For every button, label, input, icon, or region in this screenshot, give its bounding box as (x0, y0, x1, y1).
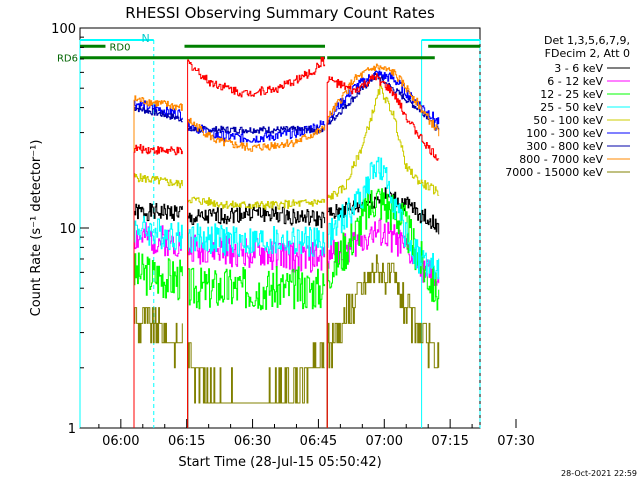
series-line-3 (133, 252, 183, 428)
series-line-7 (133, 105, 183, 428)
x-tick-label: 06:30 (234, 434, 271, 449)
series-line-6 (187, 119, 326, 428)
rd0-label: RD0 (109, 42, 130, 53)
footer-timestamp: 28-Oct-2021 22:59 (561, 469, 637, 478)
legend-label-4: 25 - 50 keV (540, 101, 603, 114)
rd6-label: RD6 (57, 54, 78, 65)
legend-label-5: 50 - 100 keV (533, 114, 603, 127)
legend-label-6: 100 - 300 keV (526, 127, 603, 140)
legend-header-line-1: Det 1,3,5,6,7,9, (544, 34, 630, 47)
legend-header-line-2: FDecim 2, Att 0 (545, 47, 630, 60)
series-line-4 (133, 215, 183, 428)
series-line-6 (326, 70, 440, 428)
x-axis-label: Start Time (28-Jul-15 05:50:42) (178, 455, 381, 470)
series-line-7 (187, 124, 326, 428)
x-tick-label: 07:30 (497, 434, 534, 449)
series-line-3 (326, 188, 440, 428)
night-label: N (142, 32, 150, 45)
series-line-8 (133, 95, 183, 428)
series-line-10 (326, 73, 440, 428)
chart-title: RHESSI Observing Summary Count Rates (125, 4, 435, 22)
legend-label-9: 7000 - 15000 keV (505, 166, 603, 179)
series-line-3 (187, 266, 326, 428)
x-tick-label: 06:00 (102, 434, 139, 449)
x-tick-label: 06:15 (168, 434, 205, 449)
legend-label-3: 12 - 25 keV (540, 88, 603, 101)
series-line-9 (133, 307, 183, 428)
series-line-5 (326, 84, 440, 428)
y-tick-label: 1 (68, 422, 76, 437)
series-line-4 (187, 223, 326, 428)
axes-layer: 06:00 06:15 06:30 06:45 07:00 07:15 07:30 100 10… (51, 22, 535, 449)
series-line-6 (133, 100, 183, 428)
y-axis-label: Count Rate (s⁻¹ detector⁻¹) (29, 140, 44, 317)
series-line-1 (133, 203, 183, 428)
annotations-layer: N RD0 RD6 (57, 32, 481, 428)
series-line-1 (187, 203, 326, 428)
series-line-10 (133, 144, 183, 428)
x-tick-label: 06:45 (300, 434, 337, 449)
y-tick-label: 10 (59, 222, 76, 237)
legend-label-7: 300 - 800 keV (526, 140, 603, 153)
series-line-9 (187, 342, 325, 428)
x-tick-label: 07:15 (431, 434, 468, 449)
series-line-5 (187, 196, 326, 428)
legend-label-2: 6 - 12 keV (547, 75, 603, 88)
series-layer (133, 56, 440, 428)
legend-label-1: 3 - 6 keV (554, 62, 603, 75)
series-line-2 (133, 222, 183, 428)
series-line-10 (187, 56, 326, 428)
series-line-9 (326, 254, 440, 428)
legend: Det 1,3,5,6,7,9, FDecim 2, Att 0 3 - 6 k… (505, 34, 630, 179)
y-tick-label: 100 (51, 22, 76, 37)
series-line-7 (326, 72, 440, 428)
series-line-5 (133, 173, 183, 428)
series-line-4 (326, 156, 440, 428)
series-line-8 (326, 63, 440, 428)
legend-label-8: 800 - 7000 keV (519, 153, 603, 166)
x-tick-label: 07:00 (366, 434, 403, 449)
series-line-8 (187, 117, 326, 428)
